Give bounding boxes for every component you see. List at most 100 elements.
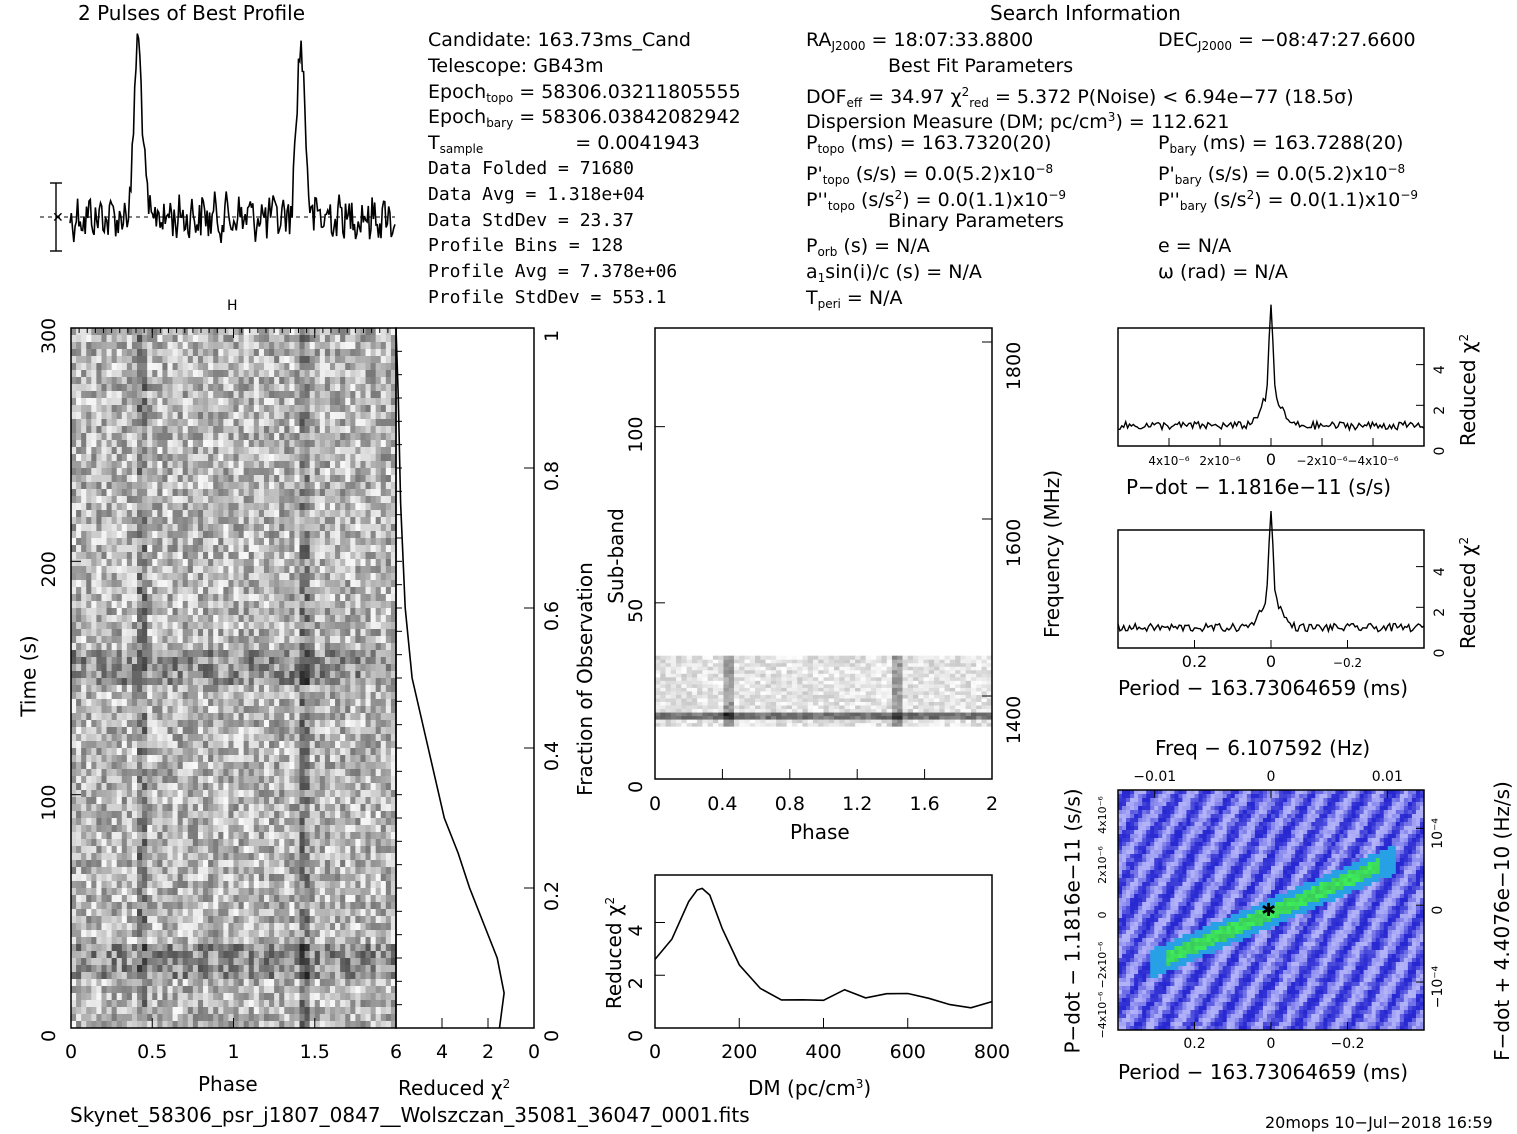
time-phase-cell [167, 573, 173, 581]
time-phase-cell [264, 797, 270, 805]
time-phase-cell [71, 748, 77, 756]
time-phase-cell [117, 804, 123, 812]
time-phase-cell [228, 769, 234, 777]
time-phase-cell [376, 650, 382, 658]
time-phase-cell [350, 594, 356, 602]
time-phase-cell [208, 706, 214, 714]
time-phase-cell [223, 538, 229, 546]
time-phase-cell [137, 377, 143, 385]
time-phase-cell [294, 601, 300, 609]
time-phase-cell [269, 769, 275, 777]
time-phase-cell [188, 587, 194, 595]
time-phase-cell [305, 391, 311, 399]
time-phase-cell [127, 580, 133, 588]
time-phase-cell [132, 363, 138, 371]
time-phase-cell [203, 349, 209, 357]
time-phase-cell [127, 524, 133, 532]
time-phase-cell [213, 713, 219, 721]
time-phase-cell [228, 692, 234, 700]
time-phase-cell [228, 720, 234, 728]
time-phase-cell [107, 818, 113, 826]
time-phase-cell [279, 489, 285, 497]
time-phase-cell [208, 832, 214, 840]
time-phase-cell [162, 538, 168, 546]
time-phase-cell [178, 587, 184, 595]
time-phase-cell [112, 615, 118, 623]
time-phase-cell [340, 867, 346, 875]
time-phase-cell [101, 524, 107, 532]
time-phase-cell [137, 496, 143, 504]
time-phase-cell [193, 699, 199, 707]
time-phase-cell [86, 860, 92, 868]
time-phase-cell [228, 461, 234, 469]
time-phase-cell [386, 468, 392, 476]
time-phase-cell [259, 713, 265, 721]
time-phase-cell [137, 713, 143, 721]
time-phase-cell [294, 419, 300, 427]
time-phase-cell [355, 482, 361, 490]
time-phase-cell [183, 573, 189, 581]
time-phase-cell [335, 559, 341, 567]
time-phase-cell [244, 671, 250, 679]
time-phase-cell [340, 643, 346, 651]
time-phase-cell [249, 356, 255, 364]
time-phase-cell [86, 636, 92, 644]
time-phase-cell [330, 412, 336, 420]
time-phase-cell [325, 601, 331, 609]
time-phase-cell [315, 762, 321, 770]
time-phase-cell [71, 594, 77, 602]
time-phase-cell [264, 804, 270, 812]
time-phase-cell [345, 342, 351, 350]
time-phase-cell [269, 524, 275, 532]
time-phase-cell [330, 643, 336, 651]
time-phase-cell [152, 741, 158, 749]
time-phase-cell [274, 608, 280, 616]
time-phase-cell [208, 720, 214, 728]
time-phase-cell [254, 503, 260, 511]
time-phase-cell [183, 608, 189, 616]
time-phase-cell [386, 475, 392, 483]
time-phase-cell [101, 762, 107, 770]
time-phase-cell [96, 405, 102, 413]
time-phase-cell [350, 692, 356, 700]
time-phase-panel: H [71, 298, 397, 1029]
time-phase-cell [183, 489, 189, 497]
time-phase-cell [325, 629, 331, 637]
time-phase-cell [330, 846, 336, 854]
time-phase-cell [269, 587, 275, 595]
time-phase-cell [81, 762, 87, 770]
time-phase-cell [218, 349, 224, 357]
time-phase-cell [315, 643, 321, 651]
time-phase-cell [188, 804, 194, 812]
time-phase-cell [178, 762, 184, 770]
time-phase-cell [376, 699, 382, 707]
time-phase-cell [213, 405, 219, 413]
time-phase-cell [203, 461, 209, 469]
time-phase-cell [376, 566, 382, 574]
time-phase-cell [132, 447, 138, 455]
time-phase-cell [259, 510, 265, 518]
time-phase-cell [269, 853, 275, 861]
time-phase-cell [203, 356, 209, 364]
time-phase-cell [117, 594, 123, 602]
time-phase-cell [239, 762, 245, 770]
time-phase-cell [254, 468, 260, 476]
time-phase-cell [147, 818, 153, 826]
time-phase-cell [264, 475, 270, 483]
time-phase-cell [320, 524, 326, 532]
time-phase-cell [132, 650, 138, 658]
time-phase-cell [162, 720, 168, 728]
time-phase-cell [132, 510, 138, 518]
time-phase-cell [371, 398, 377, 406]
time-phase-cell [178, 517, 184, 525]
time-phase-cell [305, 692, 311, 700]
time-phase-cell [71, 685, 77, 693]
time-phase-cell [142, 811, 148, 819]
time-phase-cell [193, 755, 199, 763]
time-phase-cell [279, 755, 285, 763]
time-phase-cell [193, 461, 199, 469]
time-phase-cell [228, 363, 234, 371]
time-phase-cell [254, 755, 260, 763]
time-phase-cell [173, 510, 179, 518]
time-phase-cell [152, 832, 158, 840]
